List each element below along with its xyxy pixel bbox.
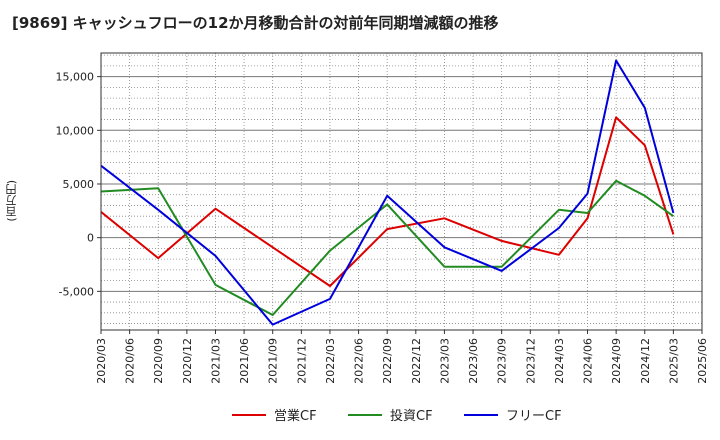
x-tick-label: 2022/09 xyxy=(381,338,394,384)
x-tick-label: 2021/09 xyxy=(267,338,280,384)
series-line xyxy=(100,179,674,316)
legend-label: フリーCF xyxy=(506,409,562,424)
x-tick-label: 2021/12 xyxy=(295,338,308,384)
y-tick-label: 10,000 xyxy=(56,124,95,137)
chart-title: [9869] キャッシュフローの12か月移動合計の対前年同期増減額の推移 xyxy=(12,14,499,32)
x-tick-label: 2024/09 xyxy=(610,338,623,384)
legend: 営業CF 投資CF フリーCF xyxy=(232,408,562,424)
x-tick-label: 2020/09 xyxy=(152,338,165,384)
series-line xyxy=(100,59,675,326)
x-tick-label: 2020/03 xyxy=(95,338,108,384)
y-tick-label: 5,000 xyxy=(63,178,95,191)
x-tick-label: 2024/03 xyxy=(553,338,566,384)
y-tick-label: 0 xyxy=(87,232,94,245)
x-tick-label: 2024/12 xyxy=(639,338,652,384)
x-tick-label: 2023/06 xyxy=(467,338,480,384)
x-tick-label: 2023/12 xyxy=(524,338,537,384)
series-lines xyxy=(100,59,675,326)
x-tick-label: 2021/06 xyxy=(238,338,251,384)
x-tick-label: 2025/03 xyxy=(667,338,680,384)
y-tick-label: -5,000 xyxy=(59,285,94,298)
plot-frame xyxy=(100,52,703,331)
x-tick-label: 2020/12 xyxy=(181,338,194,384)
x-tick-label: 2022/03 xyxy=(324,338,337,384)
x-tick-label: 2022/12 xyxy=(410,338,423,384)
x-tick-label: 2024/06 xyxy=(582,338,595,384)
y-tick-label: 15,000 xyxy=(56,71,95,84)
x-tick-label: 2023/09 xyxy=(496,338,509,384)
series-line xyxy=(100,116,675,287)
legend-label: 営業CF xyxy=(274,408,317,424)
x-tick-label: 2021/03 xyxy=(209,338,222,384)
grid-lines xyxy=(100,53,703,330)
x-tick-label: 2025/06 xyxy=(696,338,709,384)
legend-label: 投資CF xyxy=(390,408,433,424)
x-tick-label: 2022/06 xyxy=(353,338,366,384)
x-tick-label: 2020/06 xyxy=(124,338,137,384)
x-axis-ticks: 2020/03 2020/06 2020/09 2020/12 2021/03 2021/… xyxy=(95,330,709,384)
y-axis-ticks: -5,000 0 5,000 10,000 15,000 xyxy=(56,71,101,298)
x-tick-label: 2023/03 xyxy=(438,338,451,384)
